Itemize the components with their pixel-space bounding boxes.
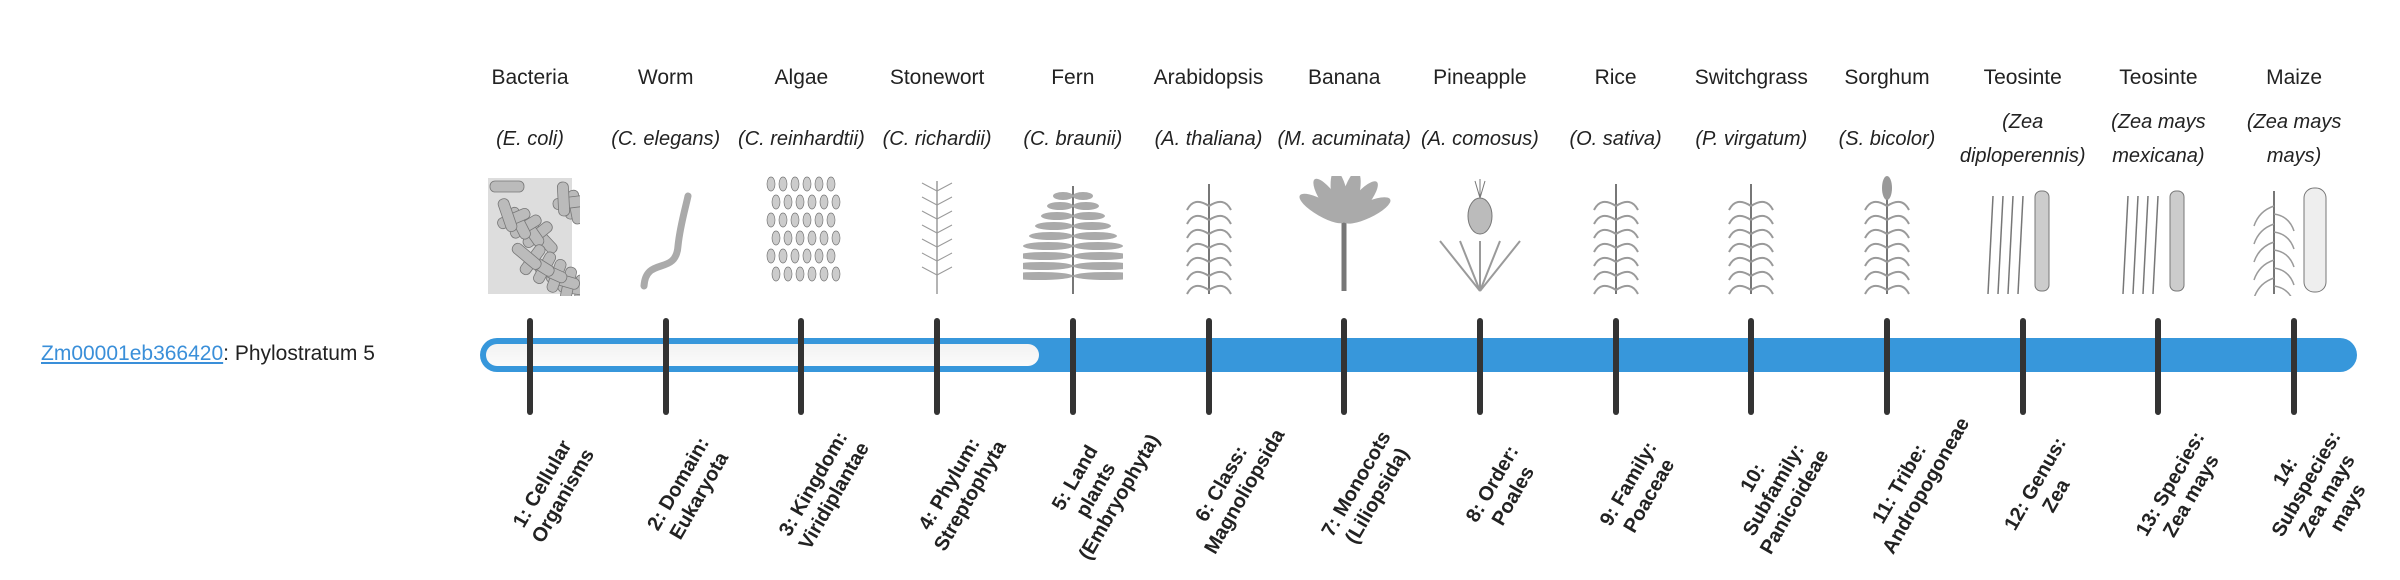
organism-column: Rice (O. sativa) (1548, 0, 1684, 580)
rice-icon (1566, 176, 1666, 296)
organism-column: Teosinte (Zea mays mexicana) (2090, 0, 2226, 580)
scientific-name: (Zea mays mays) (2226, 104, 2362, 174)
common-name: Teosinte (1983, 66, 2062, 89)
scientific-name: (S. bicolor) (1819, 104, 1955, 174)
common-name: Stonewort (889, 66, 985, 89)
switchgrass-icon (1701, 176, 1801, 296)
organism-column: Banana (M. acuminata) (1276, 0, 1412, 580)
organism-column: Algae (C. reinhardtii) (733, 0, 869, 580)
scientific-name-text: (C. reinhardtii) (738, 128, 865, 150)
scientific-name-text: (M. acuminata) (1277, 128, 1411, 150)
common-name: Banana (1307, 66, 1381, 89)
scientific-name-text: (C. elegans) (611, 128, 721, 150)
common-name: Arabidopsis (1153, 66, 1264, 89)
common-name: Bacteria (491, 66, 569, 89)
stratum-tick (2291, 318, 2298, 415)
stratum-tick (1748, 318, 1755, 415)
scientific-name: (Zea diploperennis) (1955, 104, 2091, 174)
stonewort-icon (887, 176, 987, 296)
teosinte-icon (1973, 176, 2073, 296)
stratum-tick (934, 318, 941, 415)
organism-column: Stonewort (C. richardii) (869, 0, 1005, 580)
organism-column: Bacteria (E. coli) (462, 0, 599, 580)
gene-link[interactable]: Zm00001eb366420 (41, 342, 224, 365)
scientific-name: (P. virgatum) (1683, 104, 1819, 174)
scientific-name: (Zea mays mexicana) (2090, 104, 2226, 174)
organism-column: Teosinte (Zea diploperennis) (1955, 0, 2091, 580)
scientific-name-text: (O. sativa) (1569, 128, 1662, 150)
organism-column: Fern (C. braunii) (1004, 0, 1141, 580)
scientific-name: (C. elegans) (598, 104, 734, 174)
common-name: Teosinte (2119, 66, 2198, 89)
common-name: Pineapple (1433, 66, 1527, 89)
sorghum-icon (1837, 176, 1937, 296)
organism-column: Switchgrass (P. virgatum) (1683, 0, 1819, 580)
organism-column: Maize (Zea mays mays) (2226, 0, 2362, 580)
scientific-name-text: (Zea diploperennis) (1959, 111, 2086, 167)
common-name: Worm (637, 66, 694, 89)
scientific-name-text: (Zea mays mays) (2246, 111, 2342, 167)
scientific-name: (M. acuminata) (1276, 104, 1412, 174)
common-name: Maize (2266, 66, 2323, 89)
scientific-name-text: (S. bicolor) (1838, 128, 1936, 150)
teosinte-icon (2108, 176, 2208, 296)
phylostratum-bar (480, 338, 2357, 372)
scientific-name-text: (C. richardii) (882, 128, 992, 150)
scientific-name: (C. braunii) (1005, 104, 1141, 174)
scientific-name-text: (E. coli) (496, 128, 564, 150)
arabidopsis-icon (1159, 176, 1259, 296)
organism-column: Pineapple (A. comosus) (1412, 0, 1548, 580)
common-name: Sorghum (1844, 66, 1930, 89)
pineapple-icon (1430, 176, 1530, 296)
scientific-name: (C. reinhardtii) (733, 104, 869, 174)
common-name: Rice (1594, 66, 1637, 89)
stratum-tick (2155, 318, 2162, 415)
scientific-name: (E. coli) (462, 104, 598, 174)
bacteria-icon (480, 176, 599, 310)
common-name: Fern (1051, 66, 1095, 89)
bar-unfilled-segment (486, 344, 1039, 366)
stratum-tick (1069, 318, 1076, 415)
stratum-tick (662, 318, 669, 415)
scientific-name: (A. comosus) (1412, 104, 1548, 174)
fern-icon (1004, 176, 1141, 296)
scientific-name: (O. sativa) (1548, 104, 1684, 174)
algae-icon (751, 176, 851, 296)
scientific-name-text: (A. thaliana) (1154, 128, 1263, 150)
common-name: Switchgrass (1694, 66, 1808, 89)
stratum-tick (1884, 318, 1890, 415)
scientific-name-text: (P. virgatum) (1695, 128, 1808, 150)
organism-column: Worm (C. elegans) (598, 0, 734, 580)
phylostratum-text: : Phylostratum 5 (223, 342, 375, 365)
stratum-tick (527, 318, 533, 415)
organism-column: Sorghum (S. bicolor) (1819, 0, 1955, 580)
stratum-tick (1341, 318, 1348, 415)
common-name: Algae (774, 66, 829, 89)
gene-label: Zm00001eb366420: Phylostratum 5 (41, 340, 375, 368)
scientific-name-text: (A. comosus) (1420, 128, 1539, 150)
scientific-name: (C. richardii) (869, 104, 1005, 174)
stratum-tick (798, 318, 805, 415)
stratum-tick (1612, 318, 1619, 415)
worm-icon (616, 176, 716, 296)
stratum-tick (2019, 318, 2026, 415)
scientific-name-text: (C. braunii) (1023, 128, 1123, 150)
stratum-tick (1476, 318, 1483, 415)
scientific-name-text: (Zea mays mexicana) (2111, 111, 2206, 167)
maize-icon (2244, 176, 2344, 304)
scientific-name: (A. thaliana) (1141, 104, 1277, 174)
stratum-tick (1205, 318, 1212, 415)
banana-icon (1294, 170, 1394, 296)
organism-column: Arabidopsis (A. thaliana) (1141, 0, 1277, 580)
